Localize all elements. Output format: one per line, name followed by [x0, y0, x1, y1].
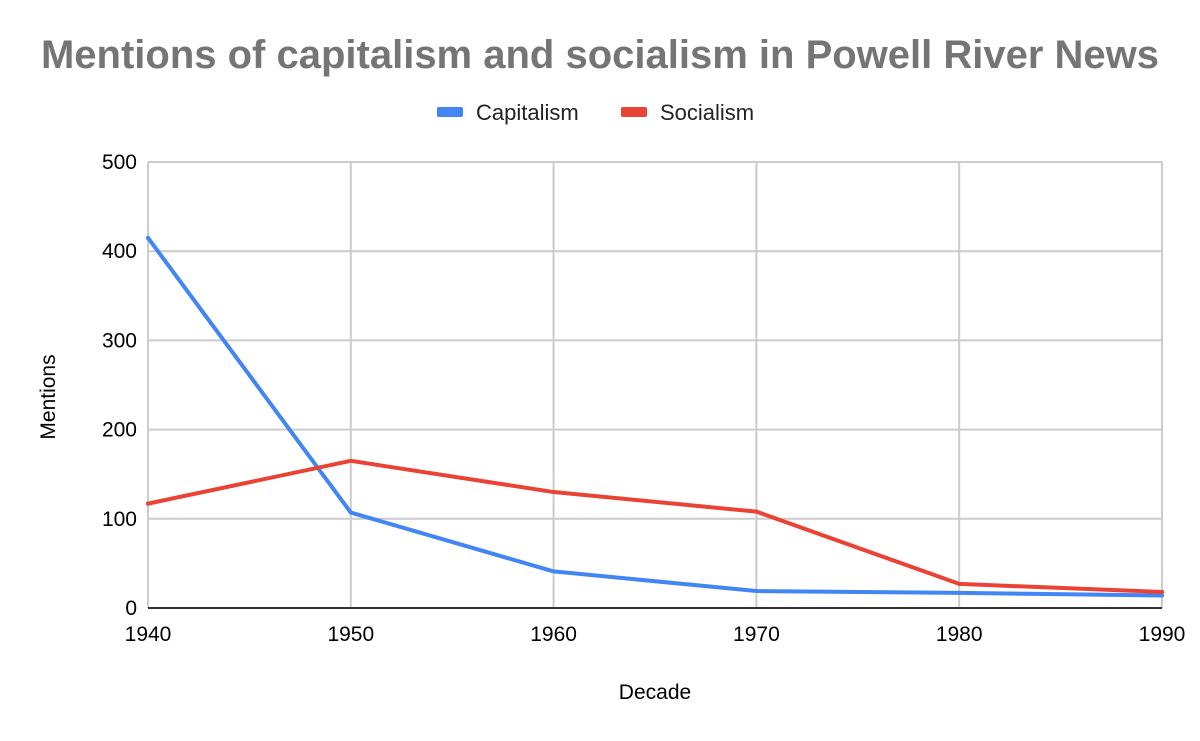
- legend-item-socialism[interactable]: Socialism: [621, 100, 754, 125]
- data-point-socialism-1970[interactable]: [754, 509, 759, 514]
- data-point-capitalism-1980[interactable]: [957, 590, 962, 595]
- y-tick-label-300: 300: [102, 329, 137, 352]
- x-tick-label-1990: 1990: [1139, 623, 1186, 646]
- x-tick-label-1950: 1950: [327, 623, 374, 646]
- legend-label-capitalism: Capitalism: [476, 100, 579, 125]
- data-point-socialism-1950[interactable]: [348, 458, 353, 463]
- x-axis-tick-labels: 1940 1950 1960 1970 1980 1990: [125, 623, 1186, 646]
- legend-label-socialism: Socialism: [660, 100, 754, 125]
- legend-swatch-capitalism: [437, 107, 463, 117]
- y-tick-label-0: 0: [125, 597, 137, 620]
- chart-title: Mentions of capitalism and socialism in …: [41, 33, 1159, 77]
- data-point-capitalism-1950[interactable]: [348, 510, 353, 515]
- x-tick-label-1940: 1940: [125, 623, 172, 646]
- x-tick-label-1960: 1960: [530, 623, 577, 646]
- data-point-socialism-1980[interactable]: [957, 581, 962, 586]
- x-tick-label-1980: 1980: [936, 623, 983, 646]
- data-point-socialism-1990[interactable]: [1160, 589, 1164, 594]
- data-point-capitalism-1990[interactable]: [1160, 593, 1164, 598]
- data-point-capitalism-1960[interactable]: [551, 569, 556, 574]
- y-tick-label-200: 200: [102, 419, 137, 442]
- legend-item-capitalism[interactable]: Capitalism: [437, 100, 579, 125]
- x-tick-label-1970: 1970: [733, 623, 780, 646]
- y-tick-label-400: 400: [102, 240, 137, 263]
- legend: Capitalism Socialism: [437, 100, 754, 125]
- vertical-gridlines: [147, 162, 1163, 608]
- y-axis-tick-labels: 0 100 200 300 400 500: [102, 151, 137, 620]
- y-tick-label-500: 500: [102, 151, 137, 174]
- legend-swatch-socialism: [621, 107, 647, 117]
- data-point-capitalism-1970[interactable]: [754, 589, 759, 594]
- series-line-socialism[interactable]: [146, 458, 1164, 594]
- data-point-socialism-1960[interactable]: [551, 490, 556, 495]
- data-point-capitalism-1940[interactable]: [146, 235, 150, 240]
- x-axis-title: Decade: [619, 681, 691, 704]
- series-line-capitalism[interactable]: [146, 235, 1164, 598]
- data-point-socialism-1940[interactable]: [146, 501, 150, 506]
- y-tick-label-100: 100: [102, 508, 137, 531]
- y-axis-title: Mentions: [37, 354, 60, 439]
- horizontal-gridlines: [148, 161, 1162, 609]
- series-lines: [146, 235, 1164, 598]
